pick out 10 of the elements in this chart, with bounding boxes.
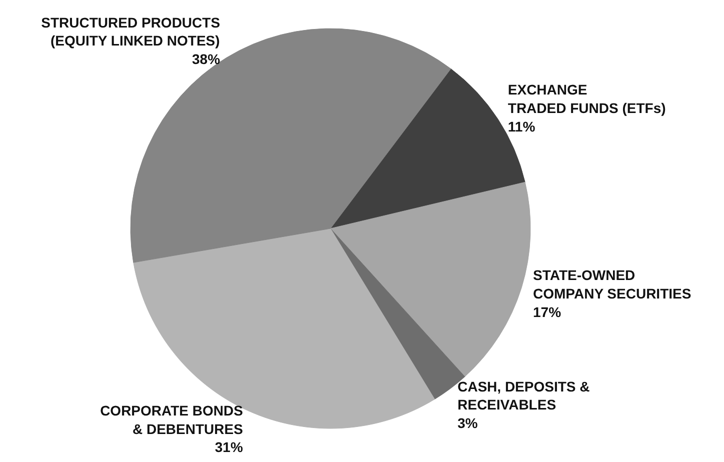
slice-label: STATE-OWNED COMPANY SECURITIES xyxy=(533,267,692,302)
data-label: 3% xyxy=(457,415,478,432)
slice-label: STRUCTURED PRODUCTS (EQUITY LINKED NOTES) xyxy=(41,14,220,49)
data-label: 31% xyxy=(214,439,244,456)
data-label: 17% xyxy=(533,304,562,320)
slice-label: CASH, DEPOSITS & RECEIVABLES xyxy=(457,378,590,413)
data-label: 11% xyxy=(508,118,536,134)
data-label: 38% xyxy=(192,51,221,68)
slice-label: CORPORATE BONDS & DEBENTURES xyxy=(100,402,243,437)
slice-label: EXCHANGE TRADED FUNDS (ETFs) xyxy=(508,82,666,116)
